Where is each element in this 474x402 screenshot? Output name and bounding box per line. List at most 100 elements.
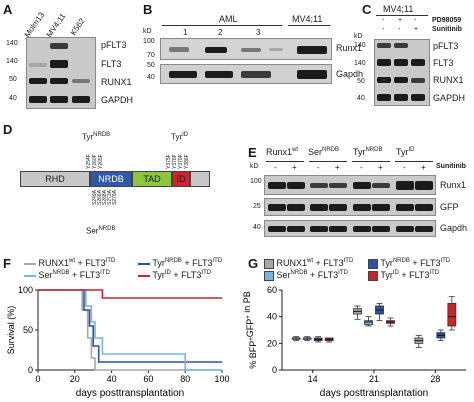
y-tick-label: 100: [18, 285, 33, 295]
mw-marker: 100: [250, 178, 262, 185]
site-label: S276A: [112, 190, 118, 206]
band: [415, 226, 433, 232]
x-tick-label: 80: [180, 374, 190, 384]
blot-c: [374, 39, 430, 106]
y-tick-label: 40: [267, 312, 277, 322]
survival-chart: 0 20 40 60 80 100 0 50 100 Survival (%) days postt…: [6, 285, 230, 399]
x-tick-label: 100: [214, 374, 229, 384]
lane-label-molm13: Molm13: [22, 10, 47, 39]
sign: +: [335, 163, 340, 172]
tyr-nrdb-label: TyrNRDB: [82, 132, 111, 142]
legend-swatch: [264, 270, 274, 281]
x-tick-label: 28: [430, 374, 440, 384]
sign: +: [421, 163, 426, 172]
row-label-flt3: FLT3: [433, 58, 454, 68]
band: [205, 47, 227, 53]
treatment-label-sunitinib: Sunitinib: [432, 26, 462, 33]
legend-swatch: [264, 258, 274, 269]
y-axis-label-part: +: [249, 337, 255, 341]
x-tick-label: 20: [70, 374, 80, 384]
band: [287, 226, 305, 232]
blot-e-gfp: [264, 198, 436, 216]
sign: -: [360, 163, 363, 172]
lane-number-1: 1: [183, 28, 188, 37]
band: [411, 59, 425, 66]
panel-c-letter: C: [362, 2, 372, 17]
x-tick-label: 21: [369, 374, 379, 384]
band: [353, 226, 371, 232]
sign: -: [398, 26, 401, 33]
band: [50, 60, 68, 68]
domain-nrdb: NRDB: [90, 171, 132, 187]
domain-cterm: [190, 171, 210, 187]
legend-item: TyrID + FLT3ITD: [368, 270, 439, 281]
band: [287, 204, 305, 211]
band: [50, 78, 68, 84]
legend-swatch: [368, 270, 378, 281]
band: [394, 59, 408, 66]
mw-marker: 100: [143, 38, 155, 45]
group-labels: Runx1wt SerNRDB TyrNRDB TyrID: [266, 147, 436, 161]
mw-marker: 40: [9, 95, 17, 102]
mw-marker: 40: [253, 224, 261, 231]
band: [353, 204, 371, 211]
band: [411, 94, 425, 101]
panel-g-letter: G: [248, 256, 259, 271]
kd-label: kD: [250, 163, 259, 170]
treatment-label-sunitinib: Sunitinib: [436, 163, 466, 170]
group-line-mv411: [288, 25, 330, 26]
band: [377, 59, 391, 66]
group-tyr-id: TyrID: [396, 147, 415, 157]
group-label-mv411: MV4;11: [383, 4, 414, 14]
band: [205, 71, 233, 78]
band: [169, 71, 197, 78]
y-tick-label: 0: [272, 365, 277, 375]
band: [297, 46, 327, 54]
band: [29, 78, 47, 84]
lane-label-k562: K562: [68, 16, 87, 37]
band: [377, 77, 391, 83]
mw-marker: 50: [9, 76, 17, 83]
sign: +: [292, 163, 297, 172]
site-label: Y386F: [184, 154, 190, 169]
sign-row: - + - + - + - +: [266, 163, 434, 173]
sign: -: [382, 26, 385, 33]
nrdb-tyr-sites: Y254F Y260F Y265F: [86, 143, 112, 169]
x-tick-label: 0: [35, 374, 40, 384]
sign: -: [414, 17, 417, 24]
legend-item: RUNX1wt + FLT3ITD: [24, 258, 115, 268]
row-label-runx1: RUNX1: [433, 75, 464, 85]
kd-label: kD: [354, 33, 363, 40]
row-label-gapdh: GAPDH: [433, 93, 466, 103]
band: [411, 78, 425, 83]
band: [415, 204, 433, 211]
mw-marker: 140: [6, 58, 18, 65]
band: [268, 204, 286, 211]
legend-f: RUNX1wt + FLT3ITD TyrNRDB + FLT3ITD SerN…: [24, 258, 254, 284]
band: [29, 63, 47, 67]
mw-marker: 40: [147, 74, 155, 81]
sign: +: [414, 26, 419, 33]
legend-item: SerNRDB + FLT3ITD: [24, 270, 110, 280]
survival-curve: [38, 289, 222, 299]
blot-e-runx1: [264, 175, 436, 195]
x-axis-label: days posttransplantation: [320, 388, 428, 399]
band: [329, 204, 347, 211]
panel-e-letter: E: [248, 145, 257, 160]
blot-b-gapdh: [160, 64, 332, 84]
band: [268, 182, 286, 189]
band: [72, 96, 90, 103]
domain-rhd: RHD: [20, 171, 90, 187]
domain-id: ID: [172, 171, 190, 187]
y-tick-label: 60: [267, 285, 277, 295]
y-axis-label-part: GFP: [245, 319, 255, 338]
band: [50, 96, 68, 103]
site-label: Y265F: [98, 154, 104, 169]
y-tick-label: 50: [23, 325, 33, 335]
y-tick-label: 0: [28, 365, 33, 375]
mw-marker: 70: [147, 52, 155, 59]
band: [394, 94, 408, 101]
y-axis-label-part: +: [246, 315, 252, 319]
group-underlines: [266, 161, 433, 163]
sign: +: [378, 163, 383, 172]
